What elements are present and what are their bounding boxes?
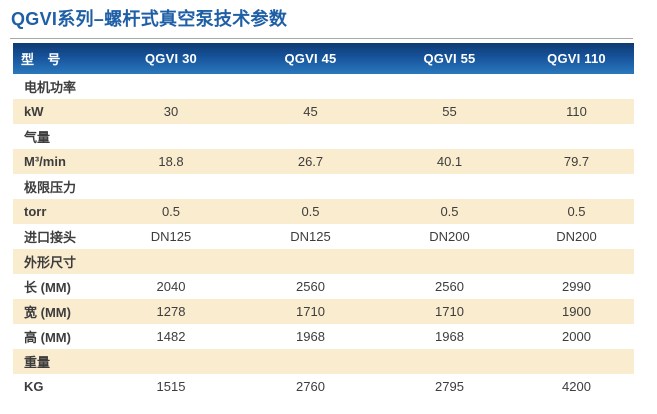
table-row-ultimate-pressure-section: 极限压力 xyxy=(13,174,634,199)
cell xyxy=(380,74,519,99)
header-model-label: 型 号 xyxy=(21,52,61,67)
cell: 30 xyxy=(163,104,179,119)
table-header-row: 型 号 QGVI 30 QGVI 45 QGVI 55 QGVI 110 xyxy=(13,43,634,74)
cell xyxy=(519,124,634,149)
cell: DN200 xyxy=(429,229,470,244)
cell xyxy=(241,124,380,149)
spec-table: 型 号 QGVI 30 QGVI 45 QGVI 55 QGVI 110 电机功… xyxy=(13,43,634,399)
row-label: 重量 xyxy=(24,355,51,370)
cell xyxy=(101,249,241,274)
table-row-kw: kW 30 45 55 110 xyxy=(13,99,634,124)
row-label: 气量 xyxy=(24,130,51,145)
row-label: torr xyxy=(24,204,47,219)
cell: 1900 xyxy=(562,304,591,319)
cell: 2000 xyxy=(562,329,591,344)
cell: 2040 xyxy=(156,279,186,294)
table-row-torr: torr 0.5 0.5 0.5 0.5 xyxy=(13,199,634,224)
page: QGVI系列–螺杆式真空泵技术参数 型 号 QGVI 30 QGVI 45 QG… xyxy=(10,9,634,399)
cell: 4200 xyxy=(562,379,591,394)
title-divider xyxy=(10,38,633,39)
cell xyxy=(101,74,241,99)
header-qgvi-45: QGVI 45 xyxy=(284,51,337,66)
table-row-inlet-connection: 进口接头 DN125 DN125 DN200 DN200 xyxy=(13,224,634,249)
cell xyxy=(380,174,519,199)
cell: 1482 xyxy=(156,329,186,344)
cell: 0.5 xyxy=(440,204,459,219)
cell: 1278 xyxy=(156,304,186,319)
row-label: kW xyxy=(24,104,44,119)
header-qgvi-30: QGVI 30 xyxy=(145,51,197,66)
row-label: 进口接头 xyxy=(24,230,77,245)
cell xyxy=(519,349,634,374)
table-row-width: 宽 (MM) 1278 1710 1710 1900 xyxy=(13,299,634,324)
cell xyxy=(241,249,380,274)
cell: 0.5 xyxy=(567,204,586,219)
cell: 1710 xyxy=(435,304,464,319)
cell: 2760 xyxy=(296,379,325,394)
table-row-dimensions-section: 外形尺寸 xyxy=(13,249,634,274)
cell xyxy=(380,249,519,274)
table-row-height: 高 (MM) 1482 1968 1968 2000 xyxy=(13,324,634,349)
row-label: KG xyxy=(24,379,44,394)
cell: DN125 xyxy=(290,229,331,244)
cell xyxy=(101,174,241,199)
cell: 2560 xyxy=(435,279,464,294)
cell: 1968 xyxy=(435,329,464,344)
cell: 2795 xyxy=(435,379,464,394)
row-label: 外形尺寸 xyxy=(24,255,77,270)
cell: 45 xyxy=(303,104,318,119)
cell xyxy=(241,174,380,199)
table-row-length: 长 (MM) 2040 2560 2560 2990 xyxy=(13,274,634,299)
cell xyxy=(519,74,634,99)
cell xyxy=(380,349,519,374)
row-label: M³/min xyxy=(24,154,66,169)
row-label: 高 (MM) xyxy=(24,330,71,345)
cell: 2990 xyxy=(562,279,591,294)
cell: 26.7 xyxy=(297,154,324,169)
cell: 18.8 xyxy=(158,154,184,169)
cell: 0.5 xyxy=(301,204,320,219)
cell xyxy=(241,349,380,374)
cell: 110 xyxy=(566,104,587,119)
row-label: 极限压力 xyxy=(24,180,77,195)
table-row-motor-power-section: 电机功率 xyxy=(13,74,634,99)
row-label: 电机功率 xyxy=(24,80,77,95)
cell: 1968 xyxy=(296,329,325,344)
cell: 79.7 xyxy=(563,154,590,169)
table-row-kg: KG 1515 2760 2795 4200 xyxy=(13,374,634,399)
cell xyxy=(519,249,634,274)
page-title: QGVI系列–螺杆式真空泵技术参数 xyxy=(11,9,288,29)
cell: 55 xyxy=(442,104,457,119)
cell xyxy=(380,124,519,149)
cell xyxy=(101,349,241,374)
table-row-capacity-section: 气量 xyxy=(13,124,634,149)
row-label: 宽 (MM) xyxy=(24,305,71,320)
table-row-weight-section: 重量 xyxy=(13,349,634,374)
cell: 1515 xyxy=(156,379,186,394)
cell xyxy=(241,74,380,99)
header-qgvi-110: QGVI 110 xyxy=(547,51,606,66)
table-row-m3min: M³/min 18.8 26.7 40.1 79.7 xyxy=(13,149,634,174)
cell xyxy=(519,174,634,199)
cell xyxy=(101,124,241,149)
cell: 1710 xyxy=(296,304,325,319)
cell: 0.5 xyxy=(161,204,181,219)
cell: DN125 xyxy=(150,229,192,244)
cell: 2560 xyxy=(296,279,325,294)
header-qgvi-55: QGVI 55 xyxy=(423,51,476,66)
row-label: 长 (MM) xyxy=(24,280,71,295)
cell: 40.1 xyxy=(436,154,463,169)
cell: DN200 xyxy=(556,229,597,244)
